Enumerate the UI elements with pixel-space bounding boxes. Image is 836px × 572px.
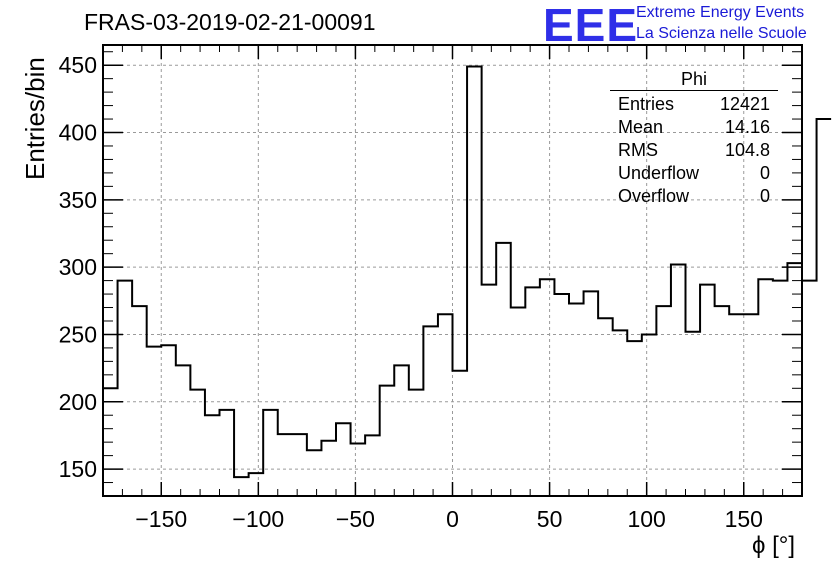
stats-value: 12421: [719, 94, 770, 114]
logo-line-1: Extreme Energy Events: [636, 4, 805, 21]
eee-logo: EEE: [543, 0, 639, 51]
x-tick-label: 50: [537, 506, 563, 532]
x-tick-label: −150: [135, 506, 187, 532]
stats-title: Phi: [610, 70, 778, 91]
stats-label: Underflow: [618, 163, 700, 183]
y-tick-label: 400: [59, 120, 97, 146]
stats-value: 0: [759, 163, 770, 183]
plot-title: FRAS-03-2019-02-21-00091: [84, 9, 376, 35]
y-tick-label: 250: [59, 321, 97, 347]
tick-labels: −150 −100 −50 0 50 100 150 150 200 250 300 350 400 45…: [59, 52, 763, 532]
stats-row-mean: Mean 14.16: [610, 116, 778, 139]
y-tick-label: 150: [59, 456, 97, 482]
plot-frame: [102, 44, 803, 497]
stats-label: Overflow: [618, 186, 690, 206]
x-tick-label: 150: [725, 506, 763, 532]
stats-label: RMS: [618, 140, 658, 160]
stats-row-underflow: Underflow 0: [610, 162, 778, 185]
y-tick-label: 350: [59, 187, 97, 213]
x-axis-label: ϕ [°]: [752, 532, 796, 559]
stats-value: 104.8: [724, 140, 770, 160]
y-tick-label: 200: [59, 389, 97, 415]
stats-value: 0: [759, 186, 770, 206]
x-tick-label: −50: [336, 506, 375, 532]
stats-row-overflow: Overflow 0: [610, 185, 778, 208]
x-tick-label: 0: [446, 506, 459, 532]
histogram-outline: [102, 65, 832, 496]
y-axis-label: Entries/bin: [20, 57, 50, 180]
logo-line-2: La Scienza nelle Scuole: [636, 25, 807, 42]
x-tick-label: 100: [627, 506, 665, 532]
stats-row-entries: Entries 12421: [610, 93, 778, 116]
stats-value: 14.16: [724, 117, 770, 137]
stats-row-rms: RMS 104.8: [610, 139, 778, 162]
stats-box: Phi Entries 12421 Mean 14.16 RMS 104.8 U…: [610, 70, 778, 208]
stats-label: Mean: [618, 117, 664, 137]
stats-label: Entries: [618, 94, 675, 114]
y-tick-label: 300: [59, 254, 97, 280]
y-tick-label: 450: [59, 52, 97, 78]
x-tick-label: −100: [232, 506, 284, 532]
